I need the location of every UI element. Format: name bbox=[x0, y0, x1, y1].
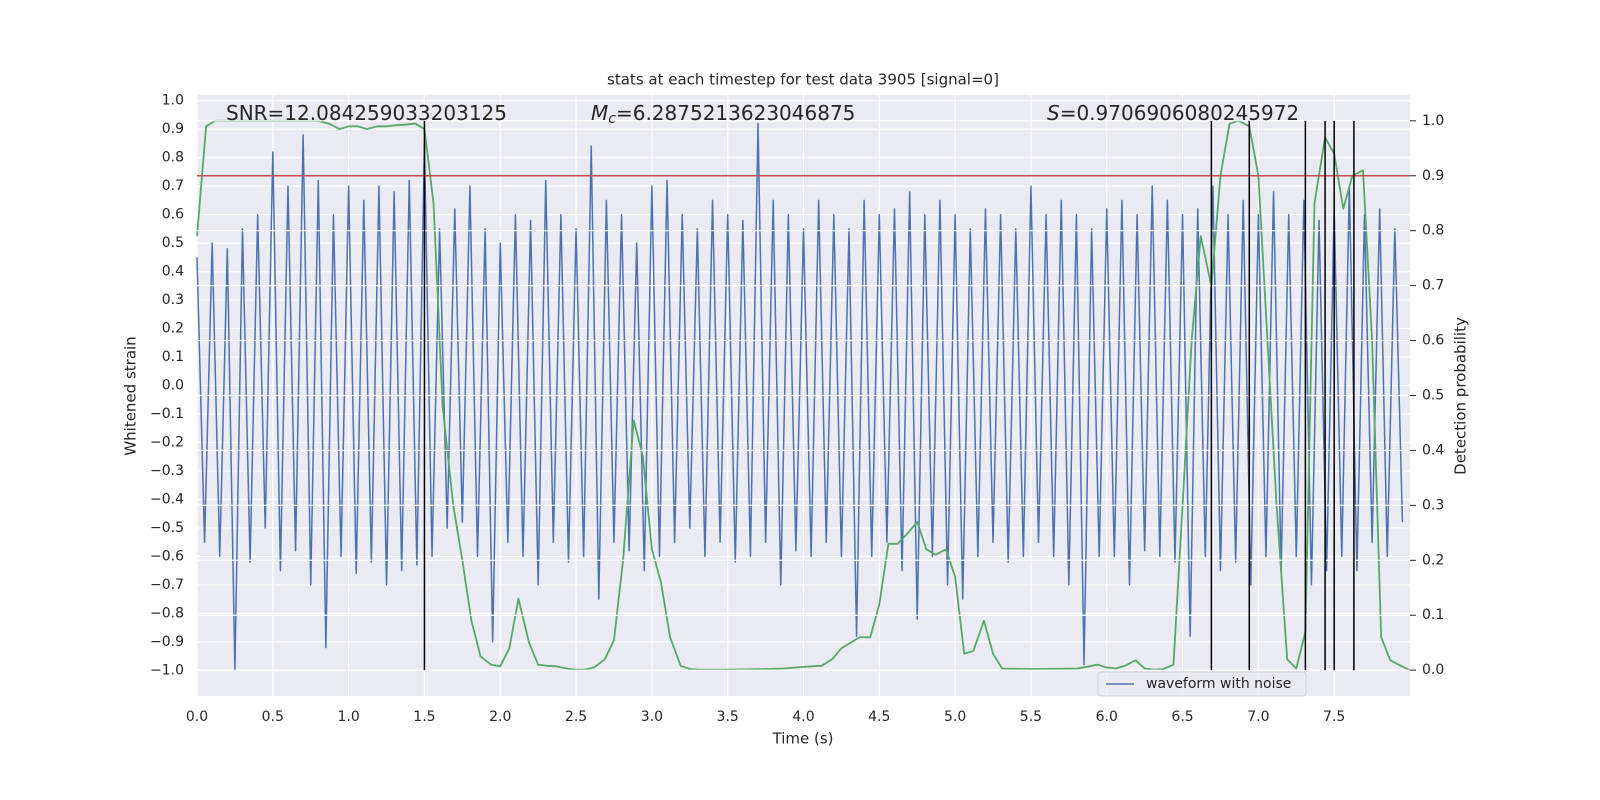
annotation: SNR=12.084259033203125 bbox=[226, 101, 507, 125]
y-tick-label: −0.3 bbox=[150, 463, 184, 479]
y2-tick-label: 0.0 bbox=[1422, 662, 1444, 678]
x-tick-label: 1.5 bbox=[413, 709, 435, 725]
y-tick-label: 0.4 bbox=[162, 264, 184, 280]
y2-tick-label: 0.8 bbox=[1422, 223, 1444, 239]
y-tick-label: 0.2 bbox=[162, 321, 184, 337]
y-tick-label: 0.7 bbox=[162, 178, 184, 194]
y2-tick-label: 0.9 bbox=[1422, 168, 1444, 184]
x-tick-label: 3.0 bbox=[641, 709, 663, 725]
y2-axis-label: Detection probability bbox=[1452, 317, 1470, 475]
y2-tick-label: 0.6 bbox=[1422, 333, 1444, 349]
y-tick-label: 0.8 bbox=[162, 150, 184, 166]
legend-box bbox=[1097, 671, 1307, 697]
x-tick-label: 1.0 bbox=[337, 709, 359, 725]
y-tick-label: −0.1 bbox=[150, 406, 184, 422]
annotation-text: =0.9706906080245972 bbox=[1060, 101, 1299, 125]
x-tick-label: 7.0 bbox=[1247, 709, 1269, 725]
x-tick-label: 5.0 bbox=[944, 709, 966, 725]
y-tick-label: 0.1 bbox=[162, 349, 184, 365]
y-tick-label: 0.6 bbox=[162, 207, 184, 223]
waveform-line bbox=[196, 122, 1404, 672]
annotation-text: =6.2875213623046875 bbox=[616, 101, 855, 125]
y-tick-label: 0.9 bbox=[162, 121, 184, 137]
x-tick-label: 7.5 bbox=[1323, 709, 1345, 725]
annotation-symbol: M bbox=[591, 101, 608, 125]
y-axis-label: Whitened strain bbox=[122, 336, 140, 455]
y-tick-label: −0.9 bbox=[150, 634, 184, 650]
y-tick-label: 1.0 bbox=[162, 93, 184, 109]
y2-tick-label: 0.4 bbox=[1422, 442, 1444, 458]
annotation: S=0.9706906080245972 bbox=[1047, 101, 1299, 125]
chart-title: stats at each timestep for test data 390… bbox=[607, 71, 999, 89]
y-tick-label: 0.5 bbox=[162, 235, 184, 251]
marks bbox=[196, 119, 1411, 672]
x-tick-label: 2.5 bbox=[565, 709, 587, 725]
legend-label: waveform with noise bbox=[1146, 676, 1291, 692]
y2-tick-label: 1.0 bbox=[1422, 113, 1444, 129]
annotation-subscript: c bbox=[608, 111, 616, 127]
y-tick-label: 0.3 bbox=[162, 292, 184, 308]
y2-tick-label: 0.1 bbox=[1422, 607, 1444, 623]
x-tick-label: 4.5 bbox=[868, 709, 890, 725]
y-tick-label: −0.8 bbox=[150, 605, 184, 621]
probability-line bbox=[196, 119, 1411, 671]
y-tick-label: −1.0 bbox=[150, 662, 184, 678]
x-tick-label: 5.5 bbox=[1020, 709, 1042, 725]
x-tick-label: 2.0 bbox=[489, 709, 511, 725]
y-tick-label: −0.2 bbox=[150, 434, 184, 450]
annotation-text: SNR=12.084259033203125 bbox=[226, 101, 507, 125]
y2-tick-label: 0.7 bbox=[1422, 278, 1444, 294]
x-tick-label: 0.0 bbox=[186, 709, 208, 725]
y-tick-label: −0.6 bbox=[150, 548, 184, 564]
y2-tick-label: 0.2 bbox=[1422, 552, 1444, 568]
y-tick-label: −0.5 bbox=[150, 520, 184, 536]
x-tick-label: 4.0 bbox=[792, 709, 814, 725]
x-tick-label: 6.0 bbox=[1096, 709, 1118, 725]
y2-tick-label: 0.5 bbox=[1422, 388, 1444, 404]
annotation-symbol: S bbox=[1047, 101, 1060, 125]
y-tick-label: −0.4 bbox=[150, 491, 184, 507]
annotation: Mc=6.2875213623046875 bbox=[591, 101, 855, 128]
y-tick-label: 0.0 bbox=[162, 378, 184, 394]
x-axis-label: Time (s) bbox=[772, 730, 834, 748]
y2-tick-label: 0.3 bbox=[1422, 497, 1444, 513]
x-tick-label: 3.5 bbox=[717, 709, 739, 725]
x-tick-label: 6.5 bbox=[1171, 709, 1193, 725]
y-tick-label: −0.7 bbox=[150, 577, 184, 593]
x-tick-label: 0.5 bbox=[262, 709, 284, 725]
